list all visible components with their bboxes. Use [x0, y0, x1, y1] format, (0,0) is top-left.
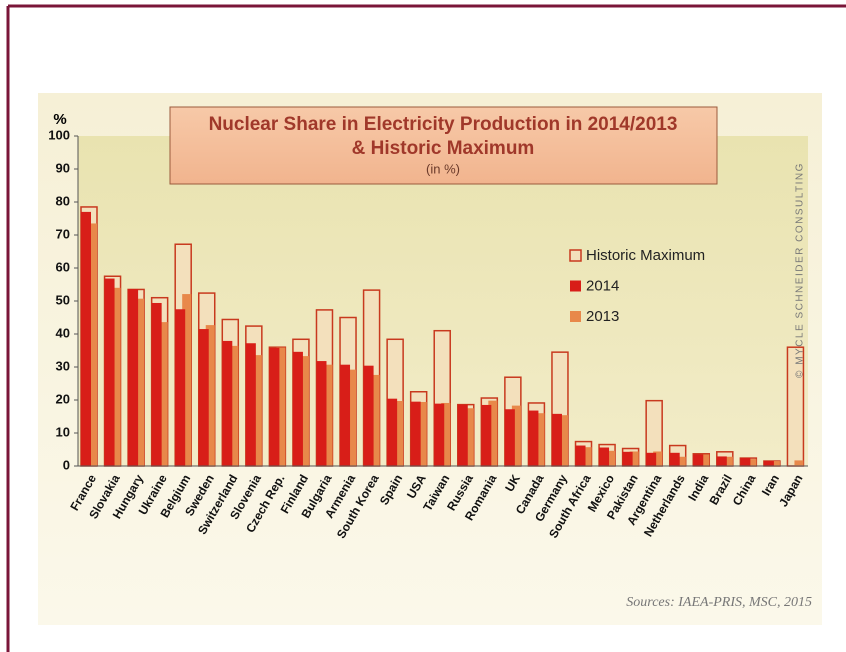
bar — [229, 345, 239, 466]
bar — [245, 343, 256, 466]
bar — [504, 409, 515, 466]
bar — [599, 447, 610, 466]
y-tick-label: 90 — [56, 160, 70, 175]
bar — [394, 400, 404, 466]
bar — [693, 454, 704, 466]
watermark: © MYCLE SCHNEIDER CONSULTING — [795, 162, 806, 378]
bar — [646, 452, 657, 466]
bar — [363, 365, 374, 466]
y-tick-label: 20 — [56, 391, 70, 406]
bar — [316, 361, 327, 466]
bar — [158, 322, 168, 466]
bar — [151, 302, 162, 466]
bar — [481, 404, 492, 466]
y-axis-label: % — [53, 111, 66, 128]
bar — [417, 401, 427, 466]
title-box — [169, 106, 718, 185]
bar — [104, 278, 115, 466]
y-tick-label: 100 — [48, 127, 70, 142]
bar — [340, 364, 351, 466]
bar — [88, 223, 97, 466]
chart-subtitle: & Historic Maximum — [352, 138, 535, 159]
legend-swatch — [570, 280, 581, 292]
legend-label: 2013 — [586, 308, 619, 325]
bar — [558, 415, 568, 466]
bar — [535, 413, 545, 466]
bar — [488, 400, 498, 466]
y-tick-label: 30 — [56, 358, 70, 373]
bar — [323, 364, 333, 466]
bar — [723, 456, 733, 466]
legend-label: 2014 — [586, 277, 619, 294]
bar — [182, 294, 192, 466]
bar — [740, 458, 751, 466]
y-tick-label: 40 — [56, 325, 70, 340]
bar — [716, 456, 727, 466]
legend-label: Historic Maximum — [586, 247, 705, 264]
bar — [464, 408, 474, 466]
bar — [111, 287, 121, 466]
bar — [276, 347, 286, 466]
bar — [575, 445, 586, 466]
bar — [629, 451, 639, 466]
chart-title: Nuclear Share in Electricity Production … — [209, 114, 678, 135]
bar — [763, 461, 774, 466]
bar — [457, 404, 468, 466]
y-tick-label: 50 — [56, 292, 70, 307]
y-tick-label: 80 — [56, 193, 70, 208]
bar — [205, 325, 215, 466]
bar — [606, 450, 616, 466]
legend-swatch — [570, 311, 581, 322]
bar — [551, 413, 562, 466]
bar — [198, 329, 209, 466]
bar — [347, 369, 357, 466]
bar — [269, 347, 280, 466]
bar — [410, 401, 421, 466]
bar — [528, 410, 539, 466]
bar — [434, 403, 445, 466]
bar — [770, 461, 780, 466]
bar — [370, 374, 380, 466]
bar — [222, 340, 233, 466]
bar — [299, 356, 309, 466]
bar — [747, 459, 757, 466]
unit-note: (in %) — [426, 161, 460, 176]
bar — [676, 456, 686, 466]
bar — [81, 211, 91, 466]
bar — [128, 289, 139, 466]
bar — [441, 402, 451, 466]
y-tick-label: 0 — [63, 457, 70, 472]
y-tick-label: 70 — [56, 226, 70, 241]
y-tick-label: 10 — [56, 424, 70, 439]
bar — [582, 447, 592, 466]
bar — [387, 398, 398, 466]
bar — [622, 451, 633, 466]
bar — [669, 452, 680, 466]
bar — [175, 309, 186, 466]
bar — [252, 355, 262, 466]
bar — [135, 298, 145, 466]
bar — [511, 405, 521, 466]
legend-swatch — [569, 249, 582, 262]
source-note: Sources: IAEA-PRIS, MSC, 2015 — [626, 595, 812, 610]
bar — [794, 460, 804, 466]
bar — [292, 351, 303, 466]
y-tick-label: 60 — [56, 259, 70, 274]
bar — [700, 454, 710, 466]
bar — [653, 451, 663, 466]
